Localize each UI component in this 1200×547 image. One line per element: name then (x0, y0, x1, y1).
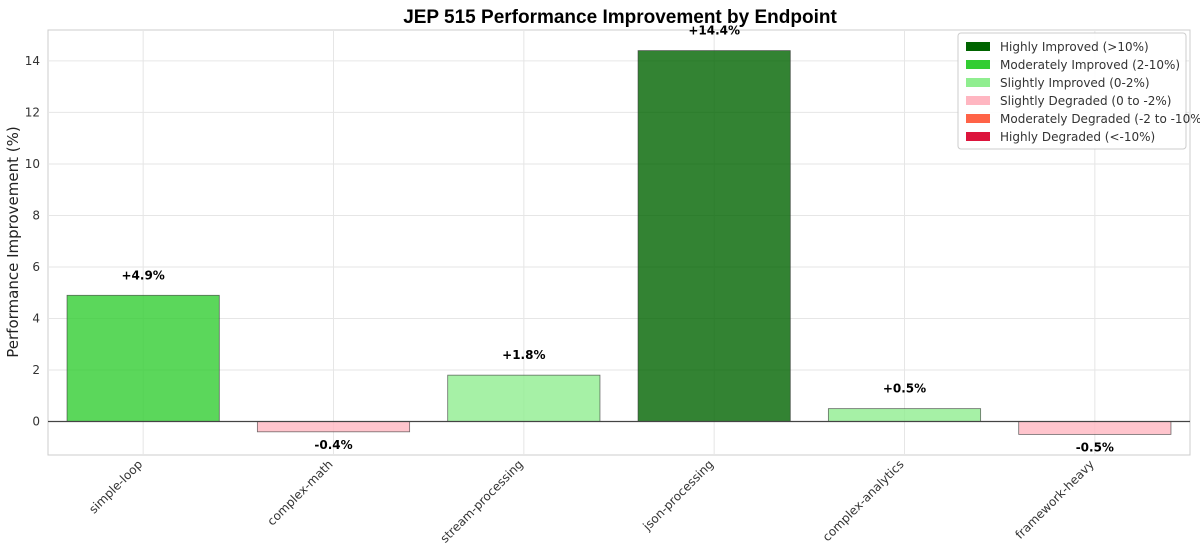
data-label-complex-analytics: +0.5% (883, 382, 926, 396)
x-tick-label-complex-math: complex-math (265, 457, 336, 528)
x-tick-label-complex-analytics: complex-analytics (820, 457, 907, 544)
bar-simple-loop (66, 294, 220, 422)
bar-framework-heavy (1018, 421, 1172, 435)
legend-label-moderately_degraded: Moderately Degraded (-2 to -10%) (1000, 112, 1200, 126)
legend-label-moderately_improved: Moderately Improved (2-10%) (1000, 58, 1180, 72)
legend-label-slightly_improved: Slightly Improved (0-2%) (1000, 76, 1150, 90)
bar-complex-analytics (827, 408, 982, 422)
y-axis-label: Performance Improvement (%) (4, 126, 22, 357)
legend-swatch-slightly_improved (966, 78, 990, 87)
legend-swatch-moderately_degraded (966, 114, 990, 123)
legend-swatch-slightly_degraded (966, 96, 990, 105)
legend: Highly Improved (>10%) Moderately Improve… (957, 32, 1200, 150)
legend-swatch-highly_degraded (966, 132, 990, 141)
legend-label-highly_improved: Highly Improved (>10%) (1000, 40, 1149, 54)
data-label-simple-loop: +4.9% (121, 268, 164, 282)
y-tick-label: 2 (32, 363, 40, 377)
x-tick-label-simple-loop: simple-loop (86, 457, 145, 516)
data-label-stream-processing: +1.8% (502, 348, 545, 362)
data-label-framework-heavy: -0.5% (1076, 440, 1114, 454)
legend-label-slightly_degraded: Slightly Degraded (0 to -2%) (1000, 94, 1171, 108)
legend-swatch-moderately_improved (966, 60, 990, 69)
y-tick-label: 10 (25, 157, 40, 171)
y-tick-label: 14 (25, 54, 40, 68)
data-label-complex-math: -0.4% (314, 438, 352, 452)
legend-swatch-highly_improved (966, 42, 990, 51)
y-tick-label: 4 (32, 311, 40, 325)
legend-box (957, 32, 1187, 150)
y-tick-label: 6 (32, 260, 40, 274)
y-tick-label: 8 (32, 208, 40, 222)
x-tick-label-json-processing: json-processing (640, 457, 717, 534)
bar-complex-math (256, 421, 411, 433)
bar-json-processing (637, 50, 791, 422)
y-tick-label: 0 (32, 415, 40, 429)
chart-title: JEP 515 Performance Improvement by Endpo… (403, 7, 837, 28)
data-label-json-processing: +14.4% (688, 24, 740, 38)
bar-stream-processing (447, 374, 601, 422)
legend-label-highly_degraded: Highly Degraded (<-10%) (1000, 130, 1155, 144)
x-tick-label-stream-processing: stream-processing (438, 457, 526, 545)
x-tick-label-framework-heavy: framework-heavy (1012, 457, 1096, 541)
y-tick-label: 12 (25, 105, 40, 119)
